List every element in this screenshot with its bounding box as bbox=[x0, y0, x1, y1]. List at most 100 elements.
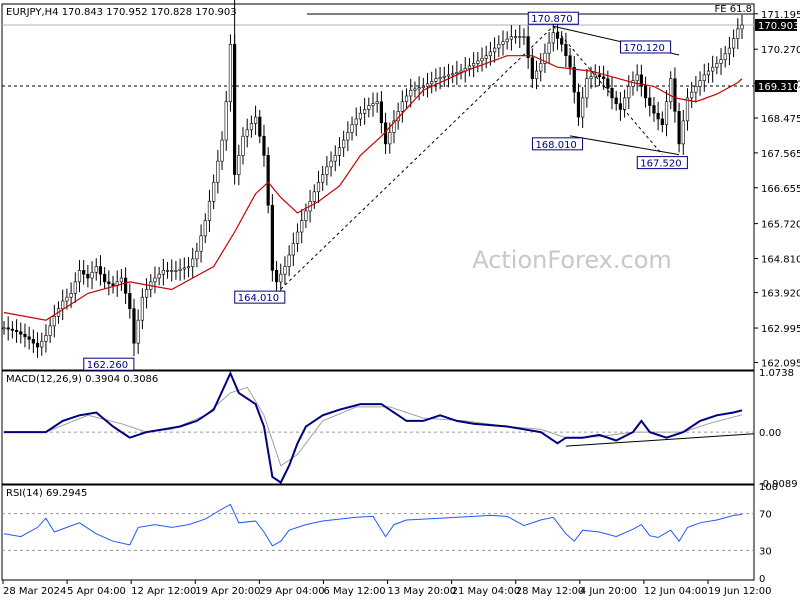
x-tick-label: 5 Apr 04:00 bbox=[67, 586, 126, 597]
candle-body bbox=[430, 80, 434, 85]
macd-y-axis: 1.0738 0.00 -0.9089 bbox=[759, 368, 798, 490]
candle-body bbox=[86, 273, 90, 279]
candle-body bbox=[165, 270, 170, 272]
candle-body bbox=[597, 74, 602, 78]
candle-body bbox=[442, 75, 446, 78]
candle-body bbox=[459, 70, 463, 73]
candle-body bbox=[472, 63, 476, 67]
macd-main-line bbox=[4, 370, 743, 484]
candle-body bbox=[186, 266, 191, 269]
candle-body bbox=[480, 57, 484, 62]
rsi-header: RSI(14) 69.2945 bbox=[6, 488, 87, 499]
rsi-tick-label: 30 bbox=[759, 546, 772, 557]
candle-body bbox=[325, 166, 329, 175]
candle-body bbox=[73, 281, 77, 294]
candle-body bbox=[530, 57, 534, 80]
candle-body bbox=[48, 325, 52, 336]
x-tick-label: 12 Apr 12:00 bbox=[131, 586, 196, 597]
candle-body bbox=[300, 220, 304, 233]
candle-body bbox=[241, 135, 245, 156]
macd-panel-frame bbox=[1, 370, 755, 485]
candle-body bbox=[379, 101, 383, 124]
candle-body bbox=[304, 210, 308, 221]
candle-body bbox=[312, 191, 316, 202]
candle-body bbox=[438, 77, 442, 80]
last-price-label: 170.903 bbox=[758, 21, 799, 32]
candle-body bbox=[635, 74, 639, 81]
candle-body bbox=[551, 32, 555, 44]
candle-body bbox=[14, 330, 19, 332]
candle-body bbox=[727, 47, 732, 55]
candle-body bbox=[283, 266, 287, 275]
candle-body bbox=[77, 270, 82, 283]
price-tick-label: 167.565 bbox=[761, 149, 800, 160]
candle-body bbox=[132, 308, 136, 344]
candle-body bbox=[350, 124, 354, 133]
candle-body bbox=[547, 42, 551, 54]
x-tick-label: 13 May 20:00 bbox=[388, 586, 457, 597]
candle-body bbox=[10, 328, 14, 331]
candle-body bbox=[253, 116, 258, 124]
last-price-box bbox=[755, 18, 797, 31]
candle-body bbox=[98, 266, 103, 275]
candle-body bbox=[467, 65, 472, 69]
macd-header: MACD(12,26,9) 0.3904 0.3086 bbox=[6, 374, 158, 385]
candle-body bbox=[627, 86, 631, 99]
candle-body bbox=[321, 174, 325, 183]
price-annotation-label: 162.260 bbox=[87, 360, 128, 371]
candle-body bbox=[224, 101, 228, 141]
candle-body bbox=[203, 220, 207, 237]
price-tick-label: 166.655 bbox=[761, 184, 800, 195]
candle-body bbox=[27, 336, 31, 340]
candle-body bbox=[660, 118, 664, 126]
candle-body bbox=[681, 120, 685, 145]
candle-body bbox=[669, 78, 673, 103]
candle-body bbox=[346, 132, 350, 141]
candle-body bbox=[664, 101, 669, 126]
candle-body bbox=[31, 339, 35, 344]
candle-body bbox=[539, 63, 543, 72]
candle-body bbox=[157, 273, 161, 279]
candle-body bbox=[421, 86, 425, 88]
price-annotation-label: 167.520 bbox=[640, 159, 681, 170]
candle-body bbox=[493, 47, 497, 53]
candle-body bbox=[618, 103, 622, 110]
candle-body bbox=[274, 270, 279, 283]
candle-body bbox=[451, 73, 455, 76]
candle-body bbox=[694, 86, 698, 93]
candle-body bbox=[723, 53, 727, 60]
candle-body bbox=[249, 123, 253, 131]
macd-tick-label: -0.9089 bbox=[759, 479, 798, 490]
rsi-panel-frame bbox=[1, 484, 755, 581]
candle-body bbox=[61, 300, 65, 309]
candle-body bbox=[677, 111, 681, 145]
candle-body bbox=[488, 51, 493, 57]
rsi-tick-label: 0 bbox=[759, 574, 765, 585]
fe-label: FE 61.8 bbox=[714, 4, 752, 15]
candle-body bbox=[702, 74, 706, 81]
candle-body bbox=[270, 204, 274, 271]
level-price-box bbox=[755, 80, 797, 93]
price-y-axis: 171.195170.270169.380168.475167.565166.6… bbox=[754, 10, 800, 370]
price-annotation-box bbox=[620, 40, 672, 54]
candle-body bbox=[610, 88, 614, 99]
candle-body bbox=[719, 59, 723, 64]
candle-body bbox=[237, 155, 241, 175]
candle-body bbox=[52, 316, 56, 327]
candle-body bbox=[40, 340, 44, 348]
candle-body bbox=[602, 76, 606, 80]
candle-body bbox=[648, 97, 652, 106]
candle-body bbox=[685, 97, 690, 122]
candle-body bbox=[711, 66, 715, 72]
candle-body bbox=[111, 283, 115, 286]
candle-body bbox=[732, 38, 736, 49]
candle-body bbox=[128, 293, 132, 309]
price-tick-label: 162.095 bbox=[761, 359, 800, 370]
candle-body bbox=[291, 243, 295, 256]
x-tick-label: 12 Jun 04:00 bbox=[644, 586, 708, 597]
candle-body bbox=[509, 36, 513, 40]
candle-body bbox=[220, 139, 224, 162]
candle-body bbox=[170, 270, 174, 272]
